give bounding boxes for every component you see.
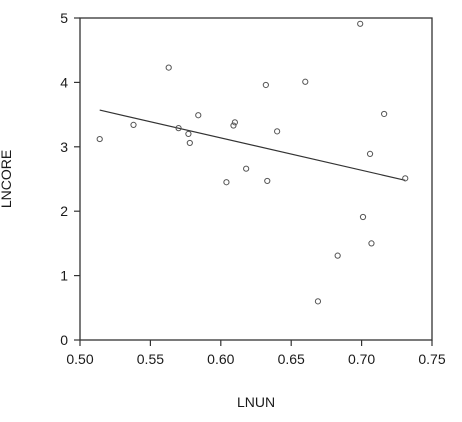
data-point bbox=[130, 121, 137, 129]
data-point bbox=[175, 125, 182, 132]
plot-frame bbox=[79, 17, 433, 341]
data-point bbox=[231, 119, 238, 126]
data-points bbox=[96, 20, 409, 305]
data-point bbox=[243, 165, 250, 172]
y-tick-label: 4 bbox=[60, 74, 68, 90]
x-axis-ticks: 0.50 0.55 0.60 0.65 0.70 0.75 bbox=[66, 340, 446, 367]
data-point bbox=[368, 240, 375, 247]
data-point bbox=[381, 110, 388, 118]
y-axis-title: LNCORE bbox=[0, 150, 14, 208]
data-point bbox=[96, 135, 103, 143]
data-point bbox=[223, 179, 230, 186]
x-tick-label: 0.55 bbox=[137, 351, 164, 367]
data-point bbox=[264, 177, 271, 185]
data-point bbox=[262, 81, 269, 89]
data-point bbox=[230, 122, 237, 129]
y-tick-label: 1 bbox=[60, 268, 68, 284]
data-point bbox=[195, 112, 202, 119]
data-point bbox=[274, 128, 281, 135]
data-point bbox=[366, 150, 374, 157]
y-tick-label: 0 bbox=[60, 332, 68, 348]
data-point bbox=[186, 139, 193, 147]
data-point bbox=[334, 252, 341, 259]
x-tick-label: 0.65 bbox=[278, 351, 305, 367]
x-tick-label: 0.50 bbox=[66, 351, 93, 367]
x-tick-label: 0.75 bbox=[418, 351, 445, 367]
regression-line-group bbox=[99, 109, 406, 181]
data-point bbox=[302, 78, 309, 85]
data-point bbox=[357, 20, 364, 27]
y-axis-ticks: 0 1 2 3 4 5 bbox=[60, 10, 80, 348]
x-tick-label: 0.60 bbox=[207, 351, 234, 367]
data-point bbox=[185, 130, 192, 138]
y-tick-label: 5 bbox=[60, 10, 68, 26]
data-point bbox=[314, 298, 322, 305]
x-tick-label: 0.70 bbox=[348, 351, 375, 367]
y-tick-label: 2 bbox=[60, 203, 68, 219]
data-point bbox=[402, 175, 409, 182]
regression-line bbox=[99, 109, 406, 181]
data-point bbox=[359, 213, 367, 221]
y-tick-label: 3 bbox=[60, 139, 68, 155]
data-point bbox=[165, 64, 172, 71]
x-axis-title: LNUN bbox=[237, 394, 275, 410]
